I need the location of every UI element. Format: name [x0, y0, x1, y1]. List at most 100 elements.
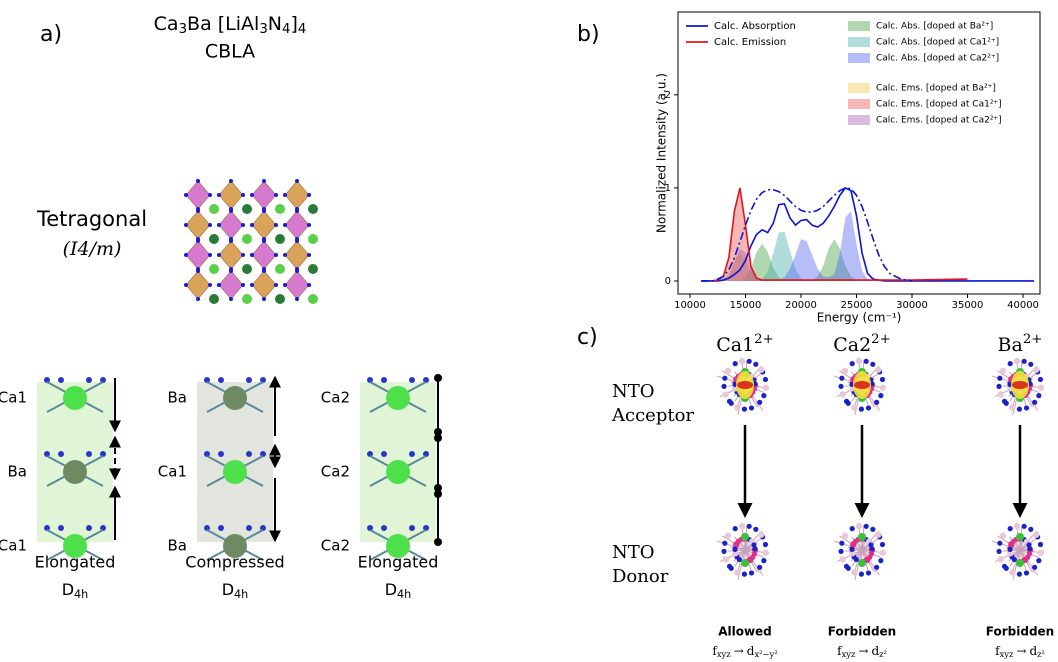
legend-swatch — [848, 99, 870, 109]
atom — [208, 193, 212, 197]
atom — [409, 525, 415, 531]
x-tick-label: 10000 — [674, 300, 706, 311]
transition-part: → — [734, 644, 744, 658]
atom — [758, 366, 764, 372]
atom — [729, 566, 734, 571]
cation — [741, 533, 749, 541]
orbital — [737, 381, 753, 389]
atom — [184, 253, 188, 257]
atom — [283, 223, 287, 227]
site-label: Ba — [8, 463, 27, 481]
atom — [1008, 361, 1013, 366]
x-tick-label: 25000 — [841, 300, 873, 311]
atom — [229, 239, 233, 243]
legend-label: Calc. Emission — [714, 37, 786, 48]
atom — [1022, 359, 1027, 364]
atom — [307, 253, 311, 257]
atom — [283, 253, 287, 257]
atom — [722, 556, 728, 562]
atom — [217, 253, 221, 257]
atom — [1014, 358, 1020, 364]
atom — [86, 525, 92, 531]
site-part: Ba — [998, 334, 1023, 356]
atom — [241, 283, 245, 287]
atom — [209, 204, 219, 214]
atom — [878, 393, 883, 398]
atom — [308, 204, 318, 214]
atom — [250, 253, 254, 257]
cation — [858, 533, 866, 541]
atom — [1036, 558, 1041, 563]
atom — [196, 297, 200, 301]
atom — [1038, 542, 1043, 547]
atom — [307, 193, 311, 197]
tetrahedron — [252, 211, 276, 239]
atom — [208, 253, 212, 257]
cation — [223, 460, 247, 484]
atom — [875, 366, 881, 372]
shape-caption: Elongated — [35, 553, 116, 572]
atom — [275, 294, 285, 304]
atom — [749, 405, 754, 410]
atom — [308, 294, 318, 304]
cation — [386, 460, 410, 484]
atom — [878, 558, 883, 563]
transition-part: z² — [879, 649, 887, 659]
selection-rule: Forbidden — [828, 625, 896, 639]
shape-caption: Elongated — [358, 553, 439, 572]
atom — [209, 264, 219, 274]
atom — [1007, 547, 1012, 552]
atom — [851, 569, 857, 575]
atom — [229, 209, 233, 213]
site-header: Ca12+ — [716, 332, 774, 357]
atom — [381, 451, 387, 457]
transition-part: x²−y² — [754, 649, 777, 659]
legend-swatch — [848, 115, 870, 125]
site-part: 2+ — [1023, 332, 1043, 347]
atom — [196, 209, 200, 213]
atom — [753, 362, 758, 367]
atom — [250, 193, 254, 197]
atom — [752, 546, 757, 551]
transition-part: xyz — [1000, 649, 1014, 659]
atom — [86, 451, 92, 457]
tetrahedron — [219, 211, 243, 239]
selection-rule: Allowed — [718, 625, 772, 639]
atom — [1017, 572, 1022, 577]
legend-swatch — [848, 53, 870, 63]
atom — [1022, 524, 1027, 529]
atom — [875, 531, 881, 537]
atom — [275, 234, 285, 244]
tetrahedron — [186, 271, 210, 299]
atom — [196, 269, 200, 273]
atom — [856, 523, 862, 529]
atom — [250, 283, 254, 287]
atom — [846, 401, 851, 406]
atom — [274, 283, 278, 287]
atom — [742, 407, 747, 412]
atom — [241, 223, 245, 227]
atom — [1038, 385, 1044, 391]
transition-part: z² — [1037, 649, 1045, 659]
cation — [741, 559, 749, 567]
atom — [880, 542, 885, 547]
atom — [1038, 377, 1043, 382]
x-tick-label: 20000 — [785, 300, 817, 311]
atom — [218, 525, 224, 531]
atom — [283, 283, 287, 287]
panel-label: b) — [577, 22, 600, 47]
figure: a) Ca3Ba [LiAl3N4]4 CBLA Tetragonal (I4/… — [0, 0, 1058, 662]
site-label: Ba — [168, 389, 187, 407]
atom — [229, 179, 233, 183]
tetrahedron — [186, 241, 210, 269]
formula-part: Ca — [154, 13, 179, 35]
atom — [874, 400, 879, 405]
formula-part: ] — [290, 13, 297, 35]
atom — [1009, 569, 1015, 575]
legend-swatch — [848, 37, 870, 47]
legend-label: Calc. Ems. [doped at Ca1²⁺] — [876, 100, 1002, 110]
atom — [262, 269, 266, 273]
cation — [63, 386, 87, 410]
atom — [757, 400, 762, 405]
tetrahedron — [285, 181, 309, 209]
